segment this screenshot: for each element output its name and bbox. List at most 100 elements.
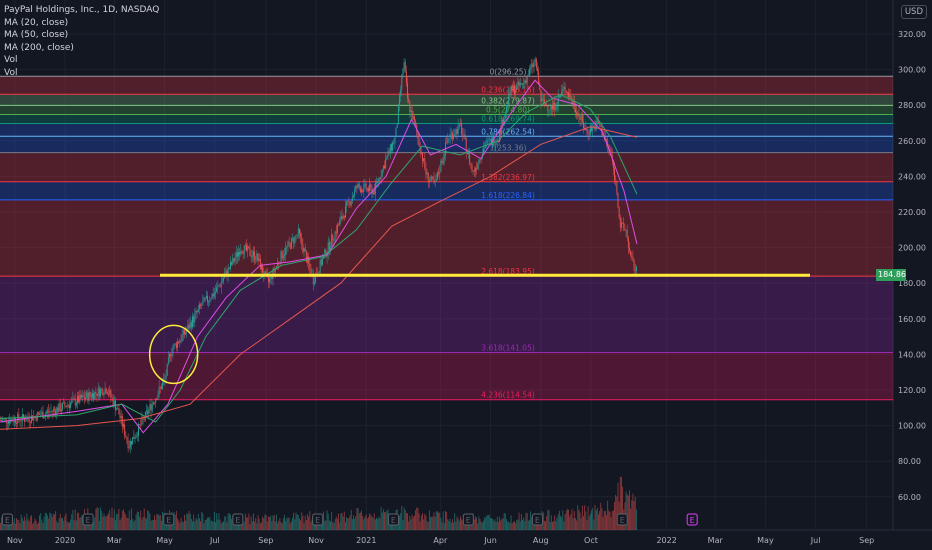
legend-ma200[interactable]: MA (200, close) [4,42,74,53]
earnings-marker [82,513,94,526]
candle-body [530,67,532,69]
candle-body [243,245,245,255]
candle-body [102,389,104,396]
candle-body [147,410,149,414]
volume-bar [572,518,574,530]
volume-bar [118,508,120,530]
fibonacci-extension[interactable]: 0(296.25) 0.236(286.15) 0.382(279.87)0.5(2… [0,67,893,401]
volume-bar [40,513,42,530]
volume-bar [442,511,444,530]
volume-bar [155,519,157,530]
volume-bar [501,518,503,530]
candle-body [503,119,505,126]
volume-bar [224,516,226,530]
volume-bar [517,519,519,530]
candle-body [414,116,415,122]
candle-body [361,189,362,193]
candle-body [341,216,343,219]
candle-body [457,125,459,135]
volume-bar [74,509,76,530]
volume-bar [41,519,43,530]
volume-bar [0,523,1,530]
volume-bar [282,518,284,530]
candle-body [180,340,182,342]
candle-body [384,165,385,169]
candle-body [288,242,290,244]
candle-body [152,402,154,404]
volume-bar [416,507,418,530]
price-axis-label: 120.00 [898,386,926,395]
volume-bar [209,516,211,530]
volume-bar [94,517,96,530]
volume-bar [92,520,93,530]
candle-body [109,390,111,395]
candle-body [484,147,486,149]
volume-bar [50,513,52,530]
volume-bar [93,521,95,530]
time-axis[interactable]: Nov 2020 Mar May Jul Sep Nov 2021 Apr Jun Aug Oct 20… [7,536,874,545]
volume-bar [119,520,121,530]
volume-bar [197,513,199,530]
candle-body [587,131,589,135]
legend-ma20[interactable]: MA (20, close) [4,17,69,28]
candle-body [26,417,28,422]
candle-body [358,184,360,188]
candle-body [226,270,228,276]
candle-body [625,230,627,231]
volume-bar [212,521,214,530]
annotations[interactable] [148,273,810,385]
volume-bar [418,513,420,530]
volume-bar [296,514,298,530]
volume-bar [372,517,374,530]
volume-bar [12,522,14,530]
candle-body [447,138,449,143]
volume-bar [575,518,576,530]
candle-body [385,159,387,169]
volume-bar [345,522,346,530]
volume-bar [127,517,129,530]
volume-bar [564,514,566,530]
volume-bar [361,510,362,530]
volume-bar [547,509,549,530]
volume-bar [148,511,150,530]
candle-body [244,245,246,246]
price-axis[interactable]: 60.00 80.00 100.00 120.00 140.00 160.00 180.00… [898,30,926,502]
earnings-marker [387,513,399,526]
candle-body [269,278,270,283]
candle-body [435,179,437,181]
volume-bar [349,515,351,530]
candle-body [345,206,346,218]
candle-body [57,407,59,412]
volume-bar [399,515,400,530]
legend-ma50[interactable]: MA (50, close) [4,30,69,41]
volume-bar [177,518,178,530]
volume-bar [216,513,218,530]
volume-bar [33,522,35,530]
volume-bar [586,520,588,530]
candle-body [302,244,304,252]
candle-body [2,419,4,421]
volume-bar [388,521,390,530]
volume-bar [103,513,105,530]
volume-bar [198,518,200,530]
legend-vol-2[interactable]: Vol [4,67,18,78]
candle-body [119,414,121,419]
candle-body [386,156,388,160]
candle-body [342,215,344,219]
candle-body [157,394,159,400]
legend-title[interactable]: PayPal Holdings, Inc., 1D, NASDAQ [4,5,160,15]
volume-bar [184,514,185,530]
legend-vol-1[interactable]: Vol [4,55,18,66]
candle-body [197,308,199,313]
candle-body [417,132,419,139]
volume-bar [195,518,197,530]
volume-bar [384,512,385,530]
candle-body [339,220,341,225]
currency-badge[interactable]: USD [900,5,927,19]
earnings-marker-label: E [315,516,320,525]
volume-bar [525,512,527,530]
candle-body [239,252,241,255]
